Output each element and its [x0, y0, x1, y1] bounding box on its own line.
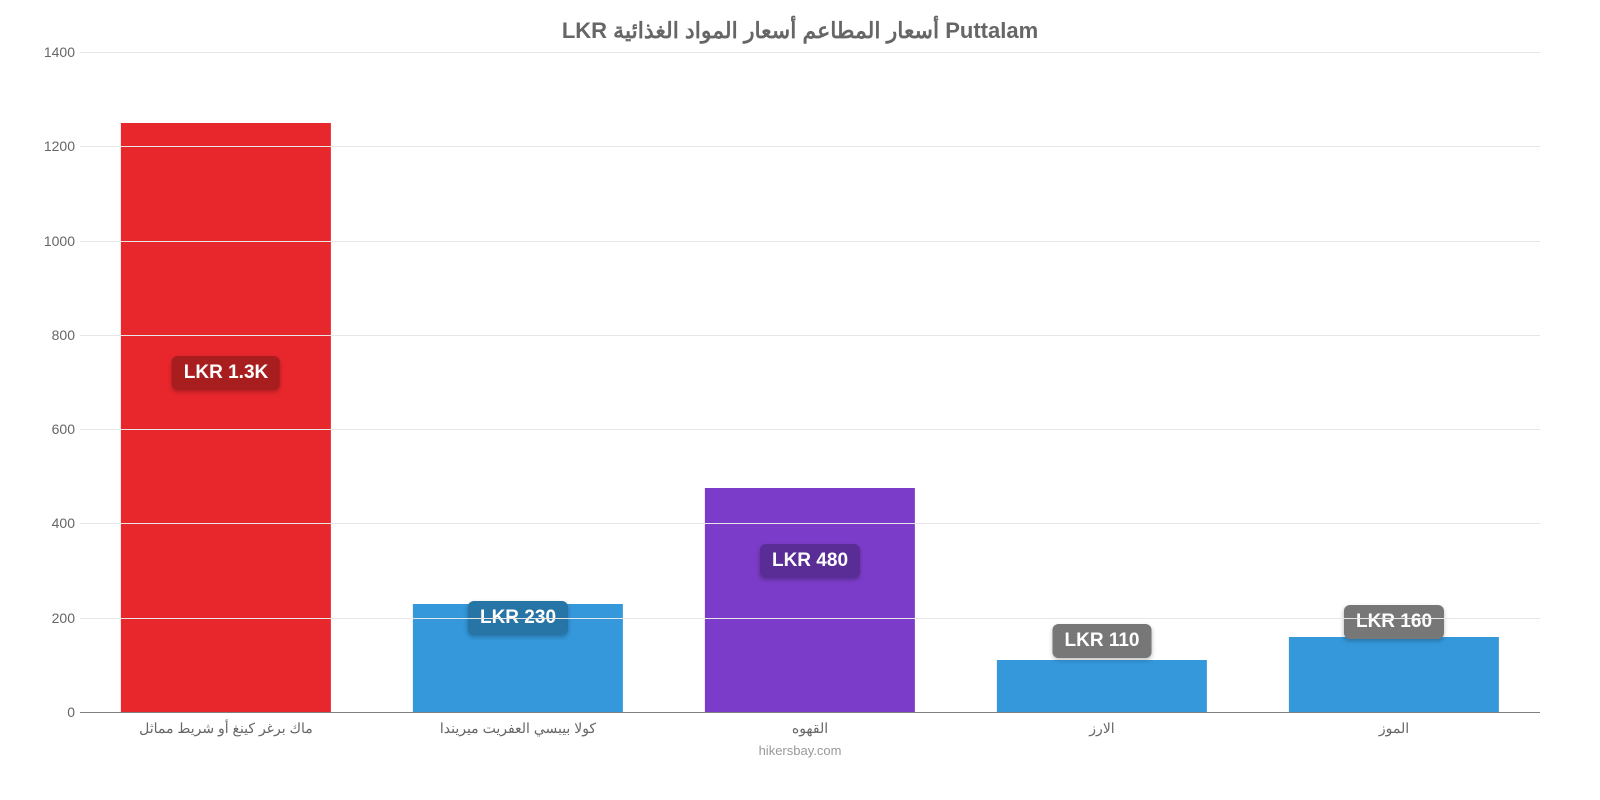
- bar-slot: LKR 230: [372, 52, 664, 712]
- gridline: [80, 52, 1540, 53]
- bar: [1289, 637, 1499, 712]
- bar-slot: LKR 160: [1248, 52, 1540, 712]
- gridline: [80, 241, 1540, 242]
- ytick-label: 600: [35, 421, 75, 437]
- ytick-label: 800: [35, 327, 75, 343]
- bar: [705, 488, 915, 712]
- bar-value-label: LKR 110: [1053, 624, 1152, 658]
- plot-inner: LKR 1.3KLKR 230LKR 480LKR 110LKR 160 020…: [80, 52, 1540, 712]
- bar-value-label: LKR 480: [760, 544, 860, 578]
- gridline: [80, 429, 1540, 430]
- xtick-label: الارز: [956, 720, 1248, 737]
- plot-area: LKR 1.3KLKR 230LKR 480LKR 110LKR 160 020…: [80, 52, 1540, 712]
- baseline: [80, 712, 1540, 713]
- xtick-label: ماك برغر كينغ أو شريط مماثل: [80, 720, 372, 737]
- ytick-label: 1000: [35, 233, 75, 249]
- gridline: [80, 146, 1540, 147]
- ytick-label: 0: [35, 704, 75, 720]
- chart-title: LKR أسعار المطاعم أسعار المواد الغذائية …: [40, 18, 1560, 44]
- bar-slot: LKR 480: [664, 52, 956, 712]
- bar-slot: LKR 110: [956, 52, 1248, 712]
- bar-value-label: LKR 1.3K: [172, 356, 280, 390]
- bar-slot: LKR 1.3K: [80, 52, 372, 712]
- gridline: [80, 618, 1540, 619]
- ytick-label: 1400: [35, 44, 75, 60]
- bar: [121, 123, 331, 712]
- bar-value-label: LKR 160: [1344, 605, 1444, 639]
- xtick-label: الموز: [1248, 720, 1540, 737]
- xtick-label: كولا بيبسي العفريت ميريندا: [372, 720, 664, 737]
- xtick-label: القهوه: [664, 720, 956, 737]
- ytick-label: 1200: [35, 138, 75, 154]
- gridline: [80, 523, 1540, 524]
- bar: [997, 660, 1207, 712]
- ytick-label: 400: [35, 515, 75, 531]
- chart-container: LKR أسعار المطاعم أسعار المواد الغذائية …: [0, 0, 1600, 800]
- gridline: [80, 335, 1540, 336]
- ytick-label: 200: [35, 610, 75, 626]
- chart-footer: hikersbay.com: [40, 743, 1560, 758]
- bars-layer: LKR 1.3K LKR 230 LKR 480 LKR 110 LKR 160: [80, 52, 1540, 712]
- x-axis-labels: ماك برغر كينغ أو شريط مماثلكولا بيبسي ال…: [80, 720, 1540, 737]
